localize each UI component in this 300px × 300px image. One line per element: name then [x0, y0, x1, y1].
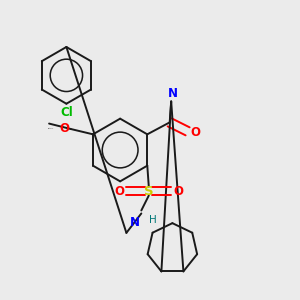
Text: H: H	[149, 215, 157, 225]
Text: O: O	[174, 184, 184, 198]
Text: O: O	[190, 126, 201, 139]
Text: Cl: Cl	[60, 106, 73, 119]
Text: methoxy: methoxy	[48, 128, 54, 129]
Text: N: N	[168, 87, 178, 100]
Text: O: O	[114, 184, 124, 198]
Text: N: N	[130, 216, 140, 229]
Text: O: O	[60, 122, 70, 135]
Text: S: S	[144, 184, 154, 198]
